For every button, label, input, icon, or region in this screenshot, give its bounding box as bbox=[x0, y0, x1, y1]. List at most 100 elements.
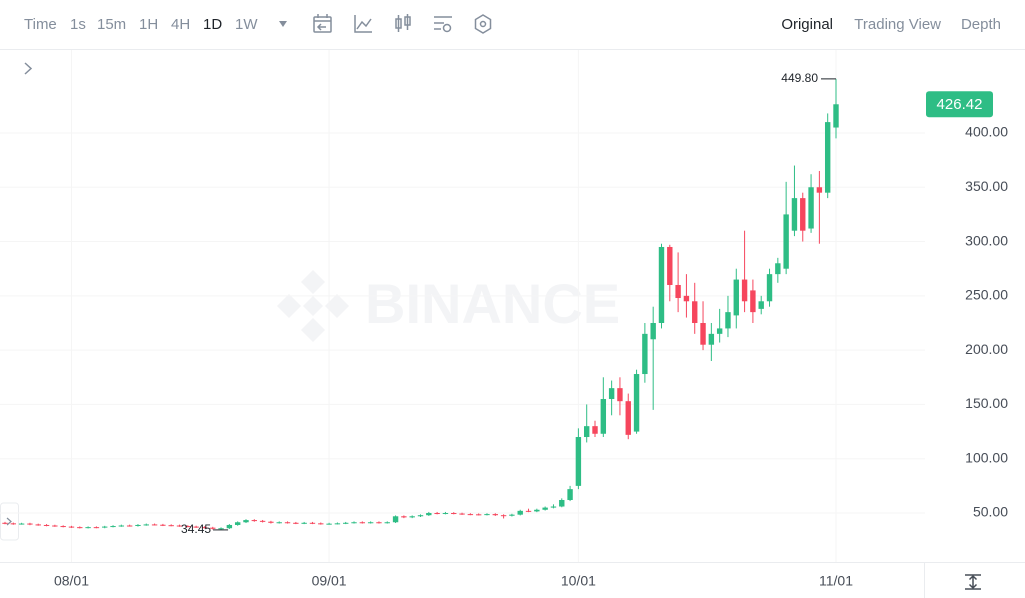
candle-body bbox=[816, 187, 823, 193]
candle-body bbox=[268, 521, 274, 523]
candle-body bbox=[733, 279, 739, 316]
candle-body bbox=[293, 522, 299, 524]
candle-body bbox=[367, 522, 374, 524]
candle-body bbox=[52, 525, 58, 527]
candle-body bbox=[542, 507, 548, 510]
candle-body bbox=[401, 516, 407, 518]
candle-body bbox=[118, 525, 125, 527]
interval-button[interactable]: 1s bbox=[70, 16, 86, 33]
candle-body bbox=[509, 514, 515, 516]
candle-body bbox=[234, 522, 241, 525]
candle-body bbox=[824, 122, 831, 193]
candle-body bbox=[18, 523, 25, 525]
candle-body bbox=[334, 523, 341, 525]
candle-body bbox=[633, 374, 640, 432]
candle-body bbox=[650, 322, 656, 340]
candle-body bbox=[451, 513, 457, 515]
candle-body bbox=[716, 328, 723, 334]
axis-reset-icon[interactable] bbox=[965, 574, 981, 590]
candle-body bbox=[758, 301, 764, 309]
candle-body bbox=[93, 527, 100, 529]
candle-body bbox=[218, 528, 224, 530]
interval-button[interactable]: Time bbox=[24, 16, 57, 33]
expand-arrow[interactable] bbox=[24, 62, 33, 75]
x-tick-label: 11/01 bbox=[819, 573, 853, 589]
candle-body bbox=[617, 388, 623, 402]
candle-body bbox=[77, 527, 83, 529]
candle-body bbox=[800, 198, 806, 231]
candle-body bbox=[176, 525, 183, 527]
candle-body bbox=[284, 522, 291, 524]
candle-body bbox=[700, 322, 706, 345]
candle-body bbox=[584, 426, 590, 438]
view-tab[interactable]: Trading View bbox=[854, 16, 941, 33]
x-tick-label: 10/01 bbox=[561, 573, 596, 589]
candle-body bbox=[243, 520, 249, 523]
candle-body bbox=[808, 187, 814, 229]
candle-body bbox=[525, 510, 532, 512]
interval-button[interactable]: 4H bbox=[171, 16, 190, 33]
interval-dropdown[interactable] bbox=[279, 21, 287, 27]
last-price-label: 426.42 bbox=[937, 96, 983, 113]
candle-body bbox=[658, 246, 665, 323]
candle-body bbox=[567, 489, 573, 500]
candle-body bbox=[384, 522, 390, 524]
candle-body bbox=[359, 522, 366, 524]
side-handle[interactable] bbox=[0, 502, 19, 541]
watermark-text: BINANCE bbox=[365, 272, 620, 335]
y-tick-label: 350.00 bbox=[965, 178, 1008, 194]
view-tab[interactable]: Depth bbox=[961, 16, 1001, 33]
candle-body bbox=[434, 513, 440, 515]
candle-body bbox=[201, 527, 208, 529]
y-tick-label: 200.00 bbox=[965, 341, 1008, 357]
settings-list-icon[interactable] bbox=[434, 16, 452, 33]
interval-button[interactable]: 1D bbox=[203, 16, 222, 33]
candle-body bbox=[2, 522, 8, 524]
candle-body bbox=[750, 290, 756, 313]
candle-body bbox=[492, 514, 498, 516]
candle-body bbox=[251, 520, 257, 522]
candle-body bbox=[351, 522, 357, 524]
candle-body bbox=[484, 514, 490, 516]
candle-body bbox=[102, 526, 108, 528]
interval-button[interactable]: 1W bbox=[235, 16, 258, 33]
candle-body bbox=[68, 526, 75, 528]
y-tick-label: 100.00 bbox=[965, 449, 1008, 465]
hexagon-icon[interactable] bbox=[474, 14, 492, 34]
candle-body bbox=[683, 295, 690, 302]
candle-body bbox=[559, 499, 565, 507]
candle-body bbox=[417, 515, 424, 517]
side-handle-arrow bbox=[6, 517, 12, 526]
last-price-tag bbox=[926, 91, 993, 118]
candle-body bbox=[725, 312, 731, 329]
view-tab[interactable]: Original bbox=[781, 16, 833, 33]
max-label: 449.80 bbox=[781, 71, 818, 85]
candle-body bbox=[517, 510, 523, 515]
candle-body bbox=[60, 526, 66, 528]
candle-body bbox=[301, 522, 307, 524]
candle-icon[interactable] bbox=[395, 14, 411, 32]
candle-body bbox=[135, 524, 141, 526]
candle-body bbox=[126, 525, 133, 527]
date-icon[interactable] bbox=[313, 14, 332, 33]
candle-body bbox=[475, 514, 482, 516]
interval-button[interactable]: 1H bbox=[139, 16, 158, 33]
candle-body bbox=[210, 527, 216, 529]
candle-body bbox=[766, 274, 773, 302]
candle-body bbox=[168, 525, 174, 527]
candle-body bbox=[309, 522, 316, 524]
candle-body bbox=[741, 279, 748, 302]
candle-body bbox=[642, 333, 648, 375]
interval-button[interactable]: 15m bbox=[97, 16, 126, 33]
candle-body bbox=[226, 524, 233, 529]
candle-body bbox=[160, 524, 166, 526]
candle-body bbox=[259, 520, 266, 522]
candle-body bbox=[692, 301, 698, 323]
min-label: 34.45 bbox=[181, 522, 211, 536]
y-tick-label: 50.00 bbox=[973, 504, 1008, 520]
indicator-icon[interactable] bbox=[354, 15, 372, 33]
candle-body bbox=[534, 509, 540, 512]
candle-body bbox=[783, 214, 789, 269]
